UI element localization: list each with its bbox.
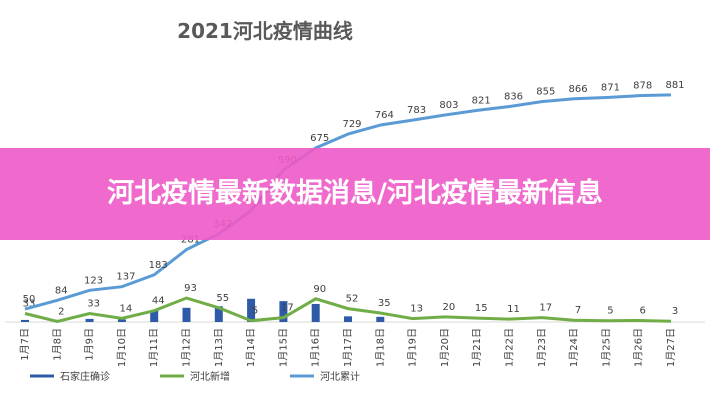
legend-label: 河北新增 <box>190 370 230 383</box>
x-tick-label: 1月14日 <box>245 328 257 367</box>
x-tick-label: 1月26日 <box>633 328 645 367</box>
value-label: 729 <box>342 119 361 130</box>
value-label: 55 <box>216 293 229 304</box>
bar <box>21 319 29 322</box>
x-tick-label: 1月24日 <box>568 328 580 367</box>
bar <box>117 319 126 322</box>
x-tick-label: 1月20日 <box>439 328 451 367</box>
x-tick-label: 1月9日 <box>84 328 96 361</box>
x-tick-label: 1月8日 <box>51 328 63 361</box>
x-tick-label: 1月23日 <box>536 328 548 367</box>
value-label: 7 <box>575 305 581 316</box>
value-label: 14 <box>120 303 133 314</box>
value-label: 17 <box>281 303 294 314</box>
value-label: 50 <box>23 294 36 305</box>
value-label: 281 <box>181 235 200 246</box>
value-label: 52 <box>346 294 359 305</box>
line <box>24 93 672 311</box>
x-tick-label: 1月12日 <box>181 328 193 367</box>
bar <box>247 298 256 322</box>
line <box>24 296 672 324</box>
banner-text: 河北疫情最新数据消息/河北疫情最新信息 <box>107 178 603 209</box>
value-label: 44 <box>152 296 165 307</box>
x-tick-label: 1月27日 <box>665 328 677 367</box>
x-tick-label: 1月13日 <box>213 328 225 367</box>
value-label: 84 <box>55 285 68 296</box>
value-label: 35 <box>378 298 391 309</box>
value-label: 33 <box>87 298 100 309</box>
bar <box>344 316 352 322</box>
bar <box>279 301 288 322</box>
value-label: 821 <box>472 95 491 106</box>
value-label: 93 <box>184 283 197 294</box>
value-label: 836 <box>504 91 523 102</box>
value-label: 783 <box>407 105 426 116</box>
value-label: 866 <box>569 84 588 95</box>
value-label: 11 <box>507 304 520 315</box>
value-label: 33 <box>23 298 36 309</box>
x-tick-label: 1月7日 <box>19 328 31 361</box>
bar <box>150 310 159 322</box>
value-label: 871 <box>601 82 620 93</box>
bar <box>182 307 191 322</box>
value-label: 764 <box>375 110 394 121</box>
value-label: 15 <box>475 303 488 314</box>
x-tick-label: 1月22日 <box>504 328 516 367</box>
x-tick-label: 1月10日 <box>116 328 128 367</box>
value-label: 803 <box>439 100 458 111</box>
legend-label: 河北累计 <box>320 370 360 383</box>
value-label: 20 <box>443 302 456 313</box>
banner: 河北疫情最新数据消息/河北疫情最新信息 <box>0 148 710 240</box>
value-label: 6 <box>640 305 646 316</box>
bar <box>85 318 94 322</box>
value-label: 3 <box>672 306 678 317</box>
x-tick-label: 1月19日 <box>407 328 419 367</box>
value-label: 17 <box>539 303 552 314</box>
x-tick-label: 1月25日 <box>600 328 612 367</box>
value-label: 123 <box>84 275 103 286</box>
value-label: 137 <box>116 272 135 283</box>
x-tick-label: 1月18日 <box>374 328 386 367</box>
value-label: 2 <box>58 306 64 317</box>
value-label: 90 <box>313 284 326 295</box>
value-label: 13 <box>410 304 423 315</box>
value-label: 878 <box>633 81 652 92</box>
bar <box>214 306 223 322</box>
x-tick-label: 1月21日 <box>471 328 483 367</box>
value-label: 183 <box>149 260 168 271</box>
bar <box>311 303 320 322</box>
x-tick-label: 1月16日 <box>310 328 322 367</box>
x-tick-label: 1月15日 <box>277 328 289 367</box>
value-label: 881 <box>665 80 684 91</box>
chart-title: 2021河北疫情曲线 <box>177 19 353 43</box>
x-tick-label: 1月11日 <box>148 328 160 367</box>
value-label: 5 <box>607 306 613 317</box>
value-label: 675 <box>310 133 329 144</box>
value-label: 855 <box>536 87 555 98</box>
x-tick-label: 1月17日 <box>342 328 354 367</box>
bar <box>376 316 385 322</box>
value-label: 5 <box>252 306 258 317</box>
legend-label: 石家庄确诊 <box>60 370 110 383</box>
